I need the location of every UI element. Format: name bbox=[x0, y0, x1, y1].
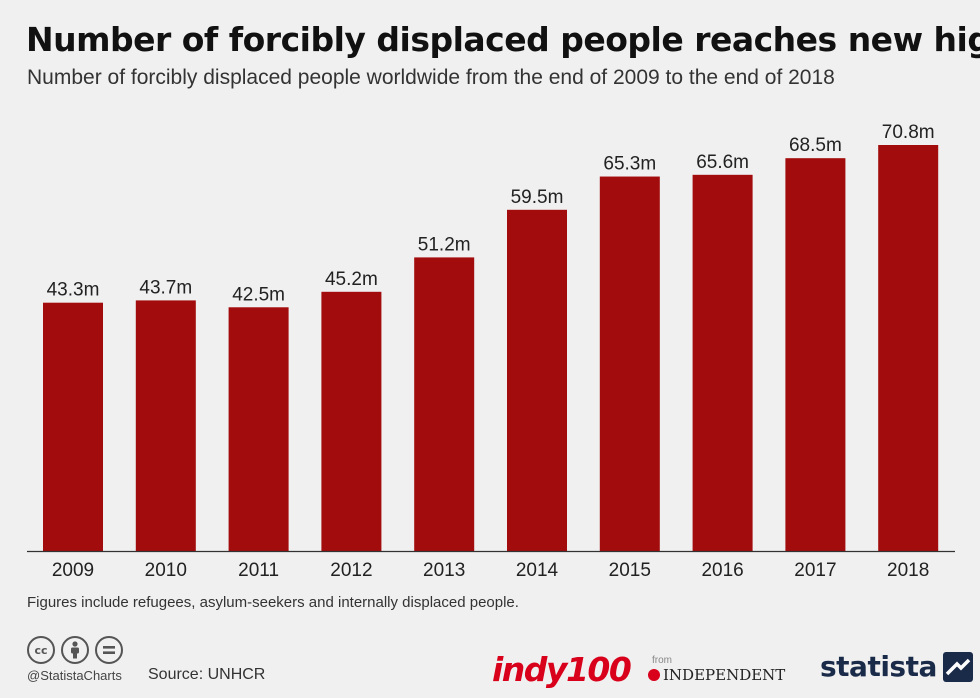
x-tick-label: 2014 bbox=[516, 560, 559, 581]
x-tick-label: 2018 bbox=[887, 560, 929, 581]
bar-value-label: 45.2m bbox=[325, 269, 378, 290]
x-tick-label: 2009 bbox=[52, 560, 94, 581]
x-tick-label: 2011 bbox=[238, 560, 279, 581]
bar-value-label: 42.5m bbox=[232, 284, 285, 305]
bar-value-label: 59.5m bbox=[511, 187, 564, 208]
x-tick-label: 2016 bbox=[701, 560, 743, 581]
bar-2016 bbox=[692, 174, 753, 551]
statista-logo[interactable]: statista bbox=[820, 650, 973, 683]
chart-title: Number of forcibly displaced people reac… bbox=[26, 20, 980, 59]
bar-2018 bbox=[878, 145, 939, 551]
bar-2017 bbox=[785, 158, 846, 551]
source-label: Source: UNHCR bbox=[148, 666, 266, 683]
bar-2015 bbox=[599, 176, 660, 551]
statista-handle[interactable]: @StatistaCharts bbox=[27, 668, 122, 683]
x-tick-label: 2013 bbox=[423, 560, 465, 581]
bar-chart: 43.3m 2009 43.7m 2010 42.5m 2011 45.2m 2012 51.2… bbox=[27, 122, 955, 581]
bar-value-label: 43.3m bbox=[47, 280, 100, 301]
bar-value-label: 65.6m bbox=[696, 152, 749, 173]
x-tick-label: 2017 bbox=[794, 560, 836, 581]
statista-icon bbox=[942, 651, 973, 682]
bar-value-label: 51.2m bbox=[418, 234, 471, 255]
indy100-logo[interactable]: indy100 bbox=[492, 650, 632, 689]
statista-wordmark: statista bbox=[820, 650, 937, 683]
chart-subtitle: Number of forcibly displaced people worl… bbox=[27, 66, 835, 89]
bar-value-label: 70.8m bbox=[882, 122, 935, 143]
independent-logo[interactable]: INDEPENDENT bbox=[648, 666, 785, 684]
bar-2010 bbox=[135, 300, 196, 551]
eagle-icon bbox=[648, 669, 660, 681]
bar-2011 bbox=[228, 307, 289, 551]
bar-2009 bbox=[43, 302, 103, 551]
x-tick-label: 2012 bbox=[330, 560, 372, 581]
bar-value-label: 43.7m bbox=[139, 277, 192, 298]
x-tick-label: 2010 bbox=[145, 560, 187, 581]
no-derivatives-icon bbox=[95, 636, 123, 664]
bar-value-label: 65.3m bbox=[603, 154, 656, 175]
bar-2014 bbox=[507, 209, 567, 551]
chart-note: Figures include refugees, asylum-seekers… bbox=[27, 594, 519, 611]
license-icons: cc bbox=[27, 636, 123, 664]
cc-license-icon: cc bbox=[27, 636, 55, 664]
independent-wordmark: INDEPENDENT bbox=[663, 666, 786, 684]
x-tick-label: 2015 bbox=[609, 560, 651, 581]
bar-2013 bbox=[414, 257, 475, 551]
bar-2012 bbox=[321, 291, 382, 551]
attribution-icon bbox=[61, 636, 89, 664]
bar-value-label: 68.5m bbox=[789, 135, 842, 156]
from-label: from bbox=[652, 655, 672, 666]
